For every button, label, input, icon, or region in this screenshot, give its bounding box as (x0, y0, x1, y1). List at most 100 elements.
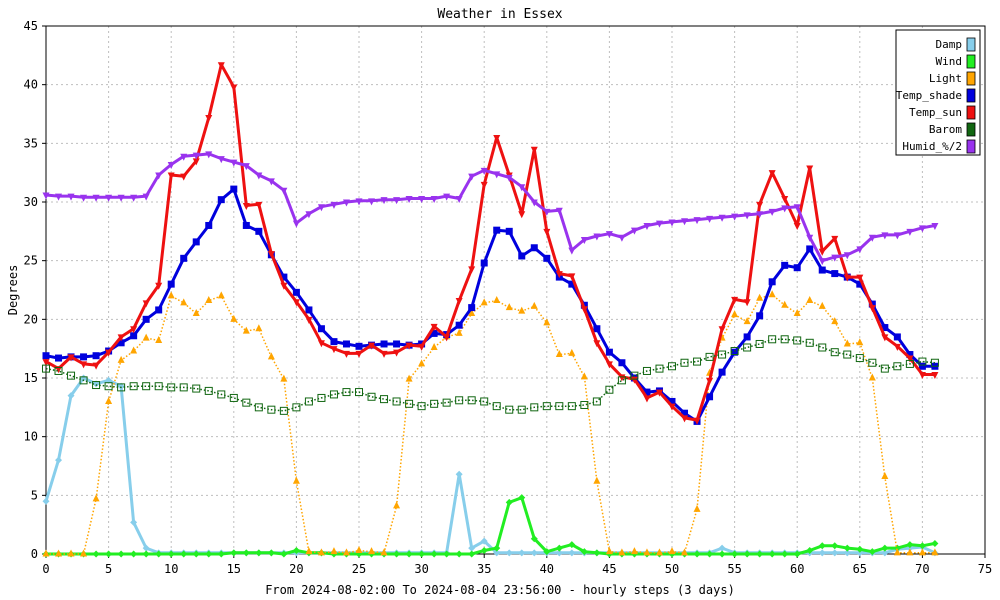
data-point (605, 348, 613, 356)
data-point (568, 280, 576, 288)
data-point (180, 298, 188, 306)
data-point (843, 544, 851, 552)
data-point (55, 549, 63, 557)
data-point (430, 342, 438, 350)
data-point (430, 550, 438, 558)
y-tick-label: 20 (24, 312, 38, 326)
data-point (843, 350, 852, 359)
data-point (706, 377, 714, 385)
data-point (255, 549, 263, 557)
data-point (706, 550, 714, 558)
data-point (806, 296, 814, 304)
data-point (55, 193, 63, 201)
data-point (543, 548, 551, 556)
data-point (881, 232, 889, 240)
data-point (931, 222, 939, 230)
data-point (605, 231, 613, 239)
data-point (104, 382, 113, 391)
data-point (42, 497, 50, 505)
data-point (856, 274, 864, 282)
data-point (192, 308, 200, 316)
data-point (830, 348, 839, 357)
data-point (831, 270, 839, 278)
data-point (455, 550, 463, 558)
data-point (167, 550, 175, 558)
data-point (130, 518, 138, 526)
data-point (242, 203, 250, 211)
data-point (217, 62, 225, 70)
data-point (580, 237, 588, 245)
data-point (280, 550, 288, 558)
data-point (205, 221, 213, 229)
data-point (530, 244, 538, 252)
data-point (768, 208, 776, 216)
data-point (555, 549, 563, 557)
data-point (555, 350, 563, 358)
data-point (618, 548, 626, 556)
data-point (242, 163, 250, 171)
data-point (543, 228, 551, 236)
data-point (831, 542, 839, 550)
x-tick-label: 75 (978, 562, 992, 576)
data-point (418, 343, 426, 351)
data-point (493, 226, 501, 234)
data-point (906, 351, 914, 359)
data-point (768, 550, 776, 558)
data-point (455, 195, 463, 203)
data-point (192, 384, 201, 393)
data-point (893, 232, 901, 240)
data-point (480, 397, 489, 406)
data-point (568, 541, 576, 549)
data-point (818, 258, 826, 266)
data-point (505, 227, 513, 235)
data-point (881, 544, 889, 552)
data-point (518, 252, 526, 260)
data-point (568, 549, 576, 557)
data-point (818, 301, 826, 309)
data-point (517, 405, 526, 414)
data-point (681, 218, 689, 226)
data-point (668, 219, 676, 227)
data-point (280, 187, 288, 195)
data-point (618, 374, 626, 382)
data-point (843, 549, 851, 557)
data-point (793, 308, 801, 316)
data-point (217, 390, 226, 399)
data-point (718, 544, 726, 552)
data-point (806, 165, 814, 173)
data-point (655, 220, 663, 228)
data-point (205, 151, 213, 159)
data-point (492, 402, 501, 411)
data-point (342, 340, 350, 348)
data-point (881, 472, 889, 480)
data-point (743, 299, 751, 307)
data-point (468, 266, 476, 274)
data-point (868, 234, 876, 242)
x-tick-label: 20 (289, 562, 303, 576)
data-point (417, 402, 426, 411)
chart-title: Weather in Essex (437, 7, 562, 22)
data-point (693, 504, 701, 512)
data-point (593, 476, 601, 484)
data-point (505, 498, 513, 506)
data-point (843, 274, 851, 282)
data-point (155, 282, 163, 290)
data-point (493, 134, 501, 142)
data-point (743, 212, 751, 220)
data-point (292, 546, 300, 554)
legend-label-damp: Damp (936, 38, 963, 51)
data-point (518, 549, 526, 557)
data-point (893, 548, 901, 556)
data-point (42, 364, 50, 373)
data-point (368, 547, 376, 555)
data-point (530, 535, 538, 543)
data-point (142, 315, 150, 323)
data-point (655, 364, 664, 373)
x-tick-label: 35 (477, 562, 491, 576)
data-point (493, 296, 501, 304)
legend-swatch-damp (966, 37, 976, 52)
data-point (681, 415, 689, 423)
data-point (105, 349, 113, 357)
data-point (292, 220, 300, 228)
data-point (92, 380, 100, 388)
